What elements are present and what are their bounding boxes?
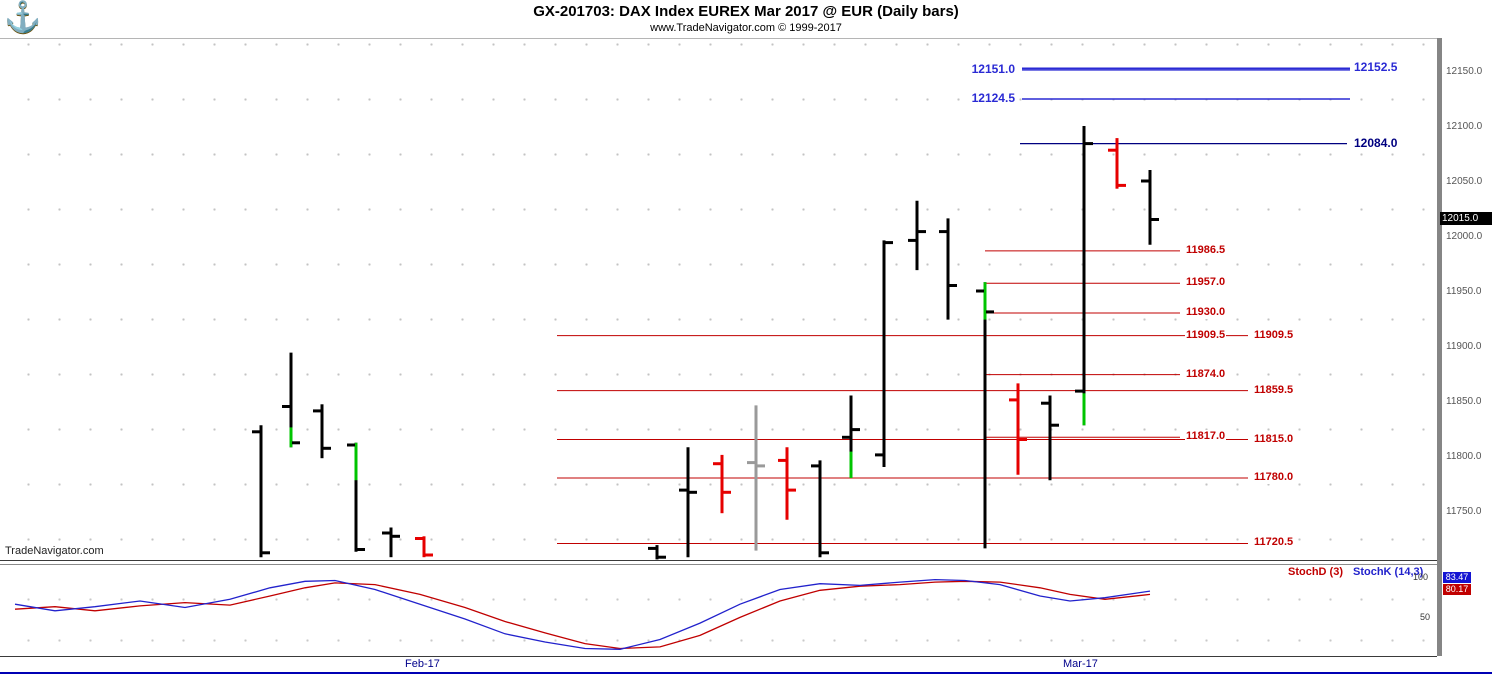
- stoch-scale-50-label: 50: [1420, 612, 1431, 622]
- last-price-badge: 12015.0: [1440, 212, 1492, 225]
- price-axis-tick: 11750.0: [1446, 506, 1482, 517]
- price-axis[interactable]: 12150.0 12100.0 12050.0 12000.0 11950.0 11900…: [1443, 38, 1492, 655]
- axis-divider: [1437, 38, 1442, 656]
- bottom-border-line: [0, 672, 1492, 674]
- price-axis-tick: 12150.0: [1446, 66, 1483, 77]
- price-axis-tick: 11950.0: [1446, 286, 1482, 297]
- main-chart-area[interactable]: [0, 38, 1437, 561]
- time-axis-label: Mar-17: [1063, 658, 1098, 670]
- stochk-value-badge: 83.47: [1443, 572, 1471, 583]
- price-axis-tick: 11900.0: [1446, 341, 1482, 352]
- stochd-legend-label: StochD (3): [1288, 566, 1343, 578]
- price-axis-tick: 11800.0: [1446, 451, 1482, 462]
- stochd-value-badge: 80.17: [1443, 584, 1471, 595]
- stochk-legend-label: StochK (14,3): [1353, 566, 1424, 578]
- stochastic-panel[interactable]: [0, 564, 1437, 657]
- chart-title: GX-201703: DAX Index EUREX Mar 2017 @ EU…: [533, 3, 959, 20]
- time-axis-label: Feb-17: [405, 658, 440, 670]
- watermark-text: TradeNavigator.com: [5, 545, 104, 557]
- app-logo-anchor-icon: ⚓: [4, 1, 42, 34]
- price-axis-tick: 11850.0: [1446, 396, 1482, 407]
- time-axis[interactable]: Feb-17 Mar-17: [0, 657, 1492, 672]
- chart-subtitle: www.TradeNavigator.com © 1999-2017: [650, 22, 842, 34]
- stoch-scale-100-label: 100: [1413, 572, 1429, 582]
- price-axis-tick: 12050.0: [1446, 176, 1483, 187]
- price-axis-tick: 12100.0: [1446, 121, 1483, 132]
- price-axis-tick: 12000.0: [1446, 231, 1483, 242]
